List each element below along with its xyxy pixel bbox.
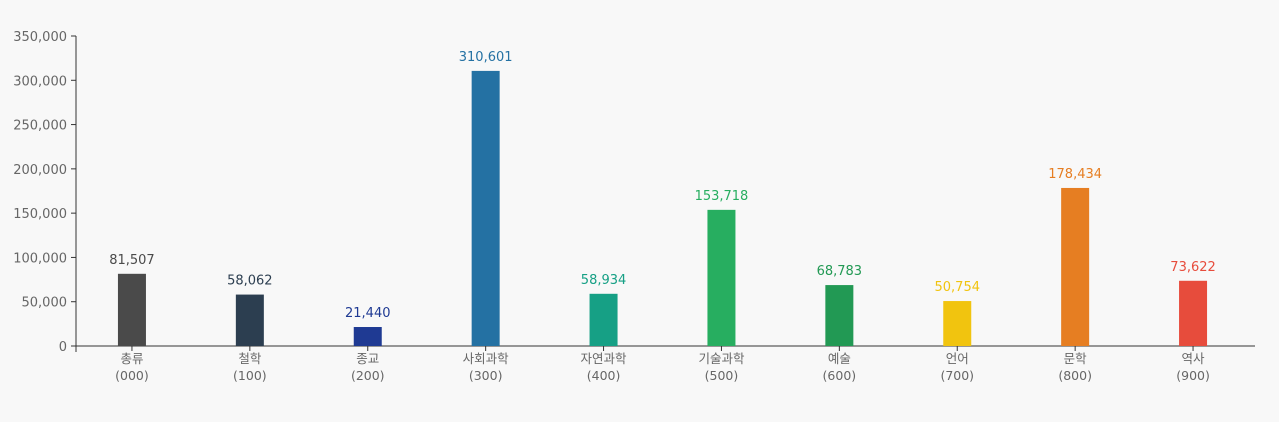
y-tick-label: 0 xyxy=(59,340,67,355)
y-tick-label: 200,000 xyxy=(13,163,67,178)
data-label: 68,783 xyxy=(817,264,863,279)
x-tick-label: 자연과학 xyxy=(581,351,628,366)
x-tick-label-code: (200) xyxy=(351,368,385,383)
x-tick-label: 예술 xyxy=(828,351,851,366)
x-tick-label: 사회과학 xyxy=(463,351,510,366)
bar xyxy=(353,327,382,346)
x-tick-label-code: (100) xyxy=(233,368,267,383)
x-tick-label-code: (900) xyxy=(1176,368,1210,383)
x-tick-label-code: (400) xyxy=(587,368,621,383)
y-tick-label: 150,000 xyxy=(13,207,67,222)
bar xyxy=(825,285,854,346)
x-tick-label-code: (700) xyxy=(940,368,974,383)
bar xyxy=(589,293,618,346)
bar xyxy=(235,294,264,346)
data-label: 58,062 xyxy=(227,274,273,289)
y-tick-label: 300,000 xyxy=(13,74,67,89)
x-tick-label-code: (600) xyxy=(823,368,857,383)
data-label: 178,434 xyxy=(1048,167,1102,182)
x-tick-label-code: (300) xyxy=(469,368,503,383)
y-tick-label: 100,000 xyxy=(13,251,67,266)
data-label: 21,440 xyxy=(345,306,391,321)
y-tick-label: 250,000 xyxy=(13,119,67,134)
x-tick-label: 종교 xyxy=(356,351,379,366)
bar xyxy=(1179,280,1208,346)
data-label: 50,754 xyxy=(935,280,981,295)
data-label: 73,622 xyxy=(1170,260,1216,275)
y-tick-label: 350,000 xyxy=(13,30,67,45)
x-tick-label: 언어 xyxy=(946,351,969,366)
data-label: 310,601 xyxy=(459,50,513,65)
x-tick-label-code: (800) xyxy=(1058,368,1092,383)
x-tick-label: 문학 xyxy=(1064,351,1088,366)
data-label: 58,934 xyxy=(581,273,627,288)
x-tick-label-code: (500) xyxy=(705,368,739,383)
x-tick-label: 철학 xyxy=(238,351,262,366)
bar xyxy=(707,209,736,346)
y-tick-label: 50,000 xyxy=(22,296,68,311)
bar xyxy=(943,301,972,346)
bar xyxy=(1061,187,1090,346)
data-label: 153,718 xyxy=(695,189,749,204)
x-tick-label: 총류 xyxy=(120,351,143,366)
data-label: 81,507 xyxy=(109,253,155,268)
x-tick-label-code: (000) xyxy=(115,368,149,383)
bar xyxy=(471,70,500,347)
bar xyxy=(117,273,146,346)
x-tick-label: 역사 xyxy=(1182,351,1206,366)
x-tick-label: 기술과학 xyxy=(698,351,745,366)
